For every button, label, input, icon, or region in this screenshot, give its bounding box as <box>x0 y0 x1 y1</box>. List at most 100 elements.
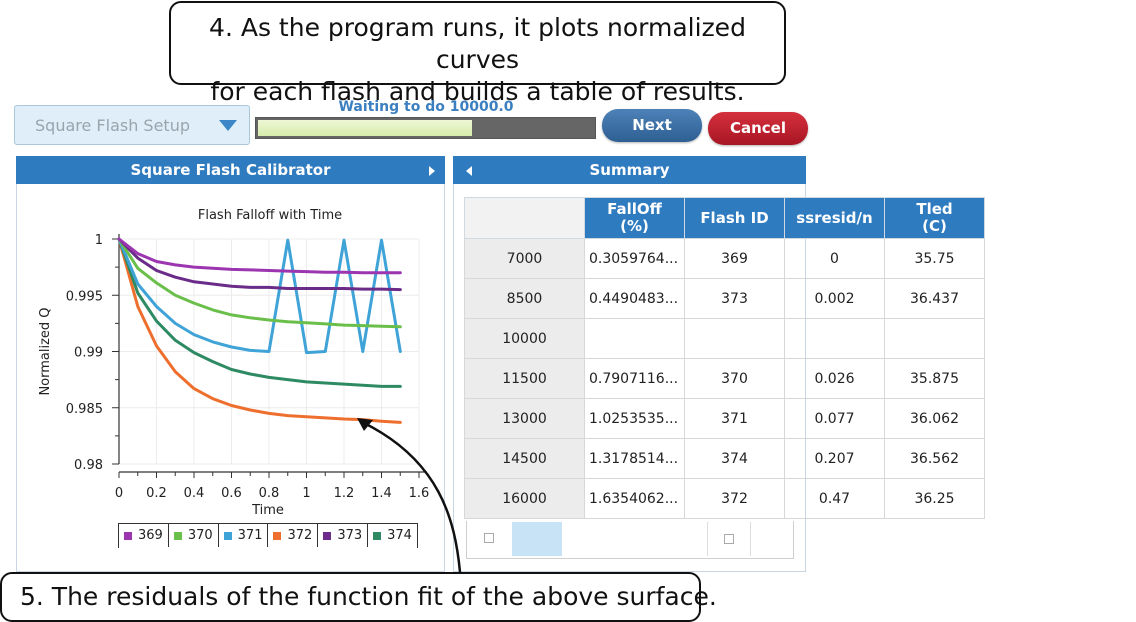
collapse-left-icon[interactable] <box>466 166 472 176</box>
legend-swatch <box>173 531 182 540</box>
y-tick-label: 0.98 <box>74 458 103 473</box>
table-cell: 35.75 <box>884 238 985 279</box>
legend-item-373: 373 <box>318 524 369 547</box>
callout-bottom-text: 5. The residuals of the function fit of … <box>20 582 717 611</box>
column-header-text: Tled <box>916 200 953 218</box>
progress-bar <box>255 117 596 139</box>
table-cell: 370 <box>684 358 785 399</box>
column-header[interactable]: Flash ID <box>684 197 785 239</box>
table-cell: 0 <box>784 238 885 279</box>
series-line-370 <box>117 237 402 329</box>
summary-table: FallOff (%) Flash ID ssresid/n Tled (C) 7000 0… <box>464 197 985 519</box>
column-header[interactable]: ssresid/n <box>784 197 885 239</box>
column-header-text: ssresid/n <box>796 208 873 227</box>
chart-title: Flash Falloff with Time <box>198 208 342 223</box>
x-tick-label: 0 <box>115 486 123 501</box>
column-header[interactable]: FallOff (%) <box>584 197 685 239</box>
instruction-callout-bottom: 5. The residuals of the function fit of … <box>0 572 717 622</box>
series-line-371 <box>117 237 402 355</box>
table-row[interactable]: 13000 1.0253535... 371 0.077 36.062 <box>464 398 985 439</box>
summary-table-wrap: FallOff (%) Flash ID ssresid/n Tled (C) 7000 0… <box>464 197 988 521</box>
legend-item-370: 370 <box>169 524 219 547</box>
table-row[interactable]: 7000 0.3059764... 369 0 35.75 <box>464 238 985 279</box>
table-row[interactable]: 14500 1.3178514... 374 0.207 36.562 <box>464 438 985 479</box>
scrollbar-thumb[interactable] <box>512 522 562 556</box>
legend-swatch <box>373 531 382 540</box>
table-cell: 1.3178514... <box>584 438 685 479</box>
legend-label: 371 <box>237 528 263 543</box>
table-cell <box>884 318 985 359</box>
scroll-left-icon[interactable] <box>484 533 494 543</box>
legend-item-369: 369 <box>119 524 169 547</box>
legend-swatch <box>273 531 282 540</box>
x-tick-label: 1.2 <box>334 486 355 501</box>
chart-legend: 369 370 371 372 373 374 <box>118 523 418 548</box>
summary-header-row: FallOff (%) Flash ID ssresid/n Tled (C) <box>464 197 985 239</box>
calibrator-panel-header: Square Flash Calibrator <box>16 156 445 184</box>
y-tick-label: 1 <box>95 233 103 248</box>
next-button[interactable]: Next <box>602 109 702 142</box>
table-cell: 371 <box>684 398 785 439</box>
expand-right-icon[interactable] <box>429 166 435 176</box>
table-cell: 0.026 <box>784 358 885 399</box>
row-header-cell: 16000 <box>464 478 585 519</box>
status-text: Waiting to do 10000.0 <box>338 99 514 115</box>
instruction-callout-top: 4. As the program runs, it plots normali… <box>169 1 786 106</box>
table-cell: 369 <box>684 238 785 279</box>
column-header-text: FallOff <box>607 200 662 218</box>
y-axis-label: Normalized Q <box>38 307 53 395</box>
legend-label: 369 <box>138 528 163 543</box>
row-header-cell: 14500 <box>464 438 585 479</box>
table-cell: 1.6354062... <box>584 478 685 519</box>
table-row[interactable]: 10000 <box>464 318 985 359</box>
table-cell: 0.7907116... <box>584 358 685 399</box>
legend-swatch <box>223 531 232 540</box>
column-header-text: (%) <box>620 217 649 235</box>
horizontal-scrollbar[interactable] <box>466 521 794 559</box>
row-header-cell: 8500 <box>464 278 585 319</box>
row-header-cell: 13000 <box>464 398 585 439</box>
progress-fill <box>258 120 472 136</box>
falloff-chart: 0 0.2 0.4 0.6 0.8 1 1.2 1.4 1.6 1 0.995 0.99 0.985 0.… <box>16 184 445 524</box>
scroll-right-button[interactable] <box>707 522 751 556</box>
x-axis-label: Time <box>251 503 284 518</box>
series-line-374 <box>117 237 402 388</box>
table-cell: 0.002 <box>784 278 885 319</box>
table-cell <box>684 318 785 359</box>
row-header-cell: 10000 <box>464 318 585 359</box>
table-cell: 372 <box>684 478 785 519</box>
y-tick-label: 0.995 <box>66 289 103 304</box>
setup-dropdown[interactable]: Square Flash Setup <box>14 105 250 145</box>
table-cell: 36.062 <box>884 398 985 439</box>
table-row[interactable]: 8500 0.4490483... 373 0.002 36.437 <box>464 278 985 319</box>
table-cell: 36.437 <box>884 278 985 319</box>
legend-label: 373 <box>337 528 363 543</box>
table-cell: 36.25 <box>884 478 985 519</box>
table-cell: 0.47 <box>784 478 885 519</box>
x-tick-label: 1.6 <box>409 486 430 501</box>
table-row[interactable]: 16000 1.6354062... 372 0.47 36.25 <box>464 478 985 519</box>
table-cell: 0.3059764... <box>584 238 685 279</box>
series-line-373 <box>117 237 402 292</box>
column-header[interactable]: Tled (C) <box>884 197 985 239</box>
row-header-cell: 7000 <box>464 238 585 279</box>
table-cell: 0.077 <box>784 398 885 439</box>
x-tick-label: 0.6 <box>221 486 242 501</box>
chevron-down-icon <box>219 120 237 131</box>
legend-item-371: 371 <box>219 524 269 547</box>
legend-item-372: 372 <box>268 524 319 547</box>
table-cell <box>784 318 885 359</box>
column-header-text: Flash ID <box>700 208 769 227</box>
table-row[interactable]: 11500 0.7907116... 370 0.026 35.875 <box>464 358 985 399</box>
setup-dropdown-value: Square Flash Setup <box>35 116 190 135</box>
x-tick-label: 1.4 <box>371 486 392 501</box>
series-line-369 <box>117 237 402 275</box>
legend-swatch <box>124 531 132 540</box>
table-cell: 35.875 <box>884 358 985 399</box>
table-cell: 374 <box>684 438 785 479</box>
legend-label: 370 <box>187 528 213 543</box>
cancel-button[interactable]: Cancel <box>708 112 808 145</box>
legend-item-374: 374 <box>368 524 417 547</box>
table-cell: 36.562 <box>884 438 985 479</box>
table-cell: 373 <box>684 278 785 319</box>
